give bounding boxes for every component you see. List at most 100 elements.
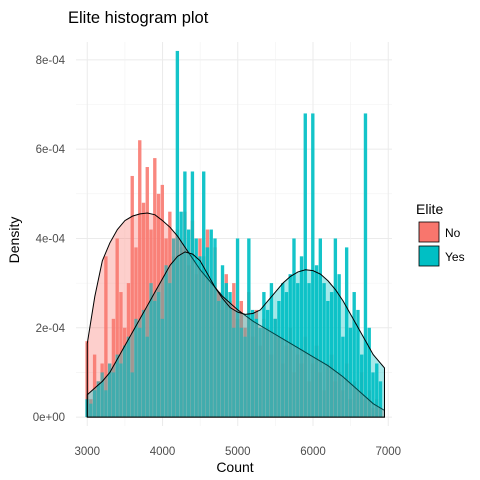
x-tick-label: 7000 [375,446,401,458]
histogram-bar-yes [363,113,368,418]
legend-swatch-yes [418,245,440,267]
histogram-bar-no [138,140,142,418]
histogram-bar-yes [311,113,315,418]
histogram-bar-yes [220,265,225,418]
histogram-bar-yes [205,247,210,418]
histogram-bar-no [153,158,157,418]
histogram-bar-yes [104,390,108,418]
histogram-bar-yes [337,274,341,418]
histogram-bar-yes [224,283,228,418]
y-axis-title: Density [6,217,22,264]
histogram-bar-yes [141,309,146,418]
histogram-bar-yes [254,318,259,418]
histogram-bar-yes [296,283,300,418]
histogram-bar-no [111,318,116,418]
histogram-bar-yes [235,238,240,418]
histogram-bar-yes [371,372,375,418]
x-tick-label: 4000 [150,446,176,458]
histogram-bar-yes [202,171,206,418]
histogram-bar-yes [190,171,195,418]
histogram-bar-yes [378,381,383,418]
histogram-bar-yes [123,345,127,418]
chart-title: Elite histogram plot [68,9,209,27]
histogram-bar-yes [175,50,180,418]
legend-label-no: No [445,226,461,240]
histogram-bar-yes [153,300,157,418]
histogram-bar-yes [164,265,168,418]
legend-label-yes: Yes [445,250,465,264]
histogram-bar-yes [168,283,172,418]
histogram-bar-yes [262,292,266,418]
x-tick-label: 5000 [225,446,251,458]
histogram-bar-yes [360,354,364,418]
histogram-bar-yes [107,363,112,418]
histogram-bar-no [104,256,108,418]
histogram-bar-yes [356,309,360,418]
histogram-bar-yes [126,336,131,418]
histogram-bar-no [160,184,165,418]
histogram-bar-no [115,238,119,418]
histogram-bar-yes [130,372,134,418]
histogram-bar-yes [273,318,277,418]
histogram-bar-yes [92,390,97,418]
histogram-bar-yes [247,238,251,418]
histogram-bar-yes [239,327,244,418]
histogram-bar-no [130,175,134,418]
histogram-bar-yes [307,283,311,418]
histogram-bar-yes [232,327,236,418]
histogram-bar-yes [303,113,307,418]
y-tick-label: 8e-04 [36,55,66,67]
histogram-bar-yes [209,229,213,418]
x-tick-label: 3000 [74,446,100,458]
histogram-bar-yes [228,292,232,418]
histogram-bar-yes [250,309,255,418]
histogram-bar-yes [318,238,323,418]
histogram-bar-yes [344,247,349,418]
histogram-bar-yes [134,318,138,418]
legend-swatch-no [418,221,440,243]
histogram-bar-yes [96,381,101,418]
histogram-bar-no [145,167,149,418]
histogram-bar-yes [89,403,93,418]
histogram-bar-yes [111,372,116,418]
histogram-bar-yes [171,238,176,418]
histogram-bar-yes [186,229,191,418]
histogram-bar-yes [314,265,319,418]
histogram-bar-yes [145,336,149,418]
histogram-bar-yes [292,238,296,418]
histogram-bar-yes [156,292,161,418]
histogram-bar-yes [281,283,285,418]
histogram-bar-no [119,292,123,418]
histogram-bar-yes [367,327,371,418]
histogram-bar-yes [329,292,334,418]
histogram-bar-no [92,354,97,418]
histogram-bar-yes [375,363,379,418]
x-axis-title: Count [216,459,253,475]
histogram-bar-yes [265,309,270,418]
histogram-bar-yes [284,292,289,418]
histogram-bar-yes [243,336,247,418]
density-curve-yes [86,251,385,418]
histogram-bar-yes [348,327,353,418]
histogram-bar-yes [269,283,274,418]
histogram-bar-yes [179,211,183,418]
density-curves [86,212,385,418]
histogram-bar-yes [138,327,142,418]
histogram-bar-yes [352,292,356,418]
histogram-bar-yes [115,354,119,418]
histogram-bar-yes [149,283,153,418]
histogram-bar-yes [160,318,165,418]
histogram-bar-yes [183,171,187,418]
histogram-bar-yes [198,256,202,418]
histogram-bar-yes [277,300,281,418]
histogram-bar-yes [217,300,221,418]
histogram-bar-yes [100,372,104,418]
y-tick-label: 6e-04 [36,144,66,156]
histogram-bar-yes [288,274,292,418]
histogram-bar-yes [213,238,217,418]
histogram-bar-yes [322,283,326,418]
histogram-bar-yes [326,300,330,418]
histogram-bars-yes [85,50,383,418]
density-curve-no [86,212,385,418]
